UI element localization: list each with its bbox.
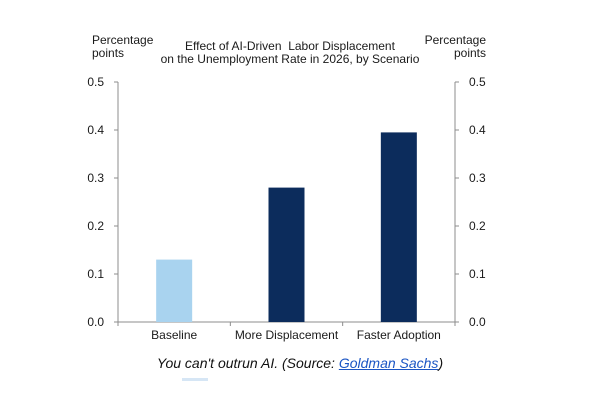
chart-title-line: Effect of AI-Driven Labor Displacement bbox=[185, 39, 395, 53]
y-tick-label-right: 0.3 bbox=[469, 171, 486, 185]
y-tick-label-right: 0.5 bbox=[469, 75, 486, 89]
source-link[interactable]: Goldman Sachs bbox=[338, 355, 439, 371]
y-tick-label-right: 0.2 bbox=[469, 219, 486, 233]
y-axis-right-label: Percentage points bbox=[418, 34, 486, 60]
caption-prefix: You can't outrun AI. (Source: bbox=[156, 355, 339, 371]
y-tick-label-left: 0.4 bbox=[87, 123, 104, 137]
x-tick-label: Faster Adoption bbox=[357, 328, 441, 342]
y-tick-label-left: 0.0 bbox=[87, 315, 104, 329]
chart-title-line: on the Unemployment Rate in 2026, by Sce… bbox=[160, 52, 420, 66]
caption-highlight bbox=[182, 378, 208, 381]
y-tick-label-right: 0.1 bbox=[469, 267, 486, 281]
caption: You can't outrun AI. (Source: Goldman Sa… bbox=[0, 355, 600, 371]
y-tick-label-left: 0.1 bbox=[87, 267, 104, 281]
y-axis-right-label-line: points bbox=[453, 46, 486, 60]
x-tick-label: Baseline bbox=[151, 328, 197, 342]
y-tick-label-right: 0.4 bbox=[469, 123, 486, 137]
bar bbox=[380, 132, 417, 322]
y-axis-left-label: Percentage points bbox=[92, 34, 153, 60]
y-tick-label-left: 0.3 bbox=[87, 171, 104, 185]
y-axis-left-label-line: Percentage bbox=[92, 33, 154, 47]
y-tick-label-right: 0.0 bbox=[469, 315, 486, 329]
y-tick-label-left: 0.5 bbox=[87, 75, 104, 89]
x-tick-label: More Displacement bbox=[235, 328, 339, 342]
caption-suffix: ) bbox=[438, 355, 444, 371]
y-axis-left-label-line: points bbox=[92, 46, 125, 60]
chart-title: Effect of AI-Driven Labor Displacement o… bbox=[140, 40, 440, 66]
y-tick-label-left: 0.2 bbox=[87, 219, 104, 233]
bar bbox=[156, 259, 193, 322]
y-axis-right-label-line: Percentage bbox=[424, 33, 486, 47]
bar bbox=[268, 187, 305, 322]
